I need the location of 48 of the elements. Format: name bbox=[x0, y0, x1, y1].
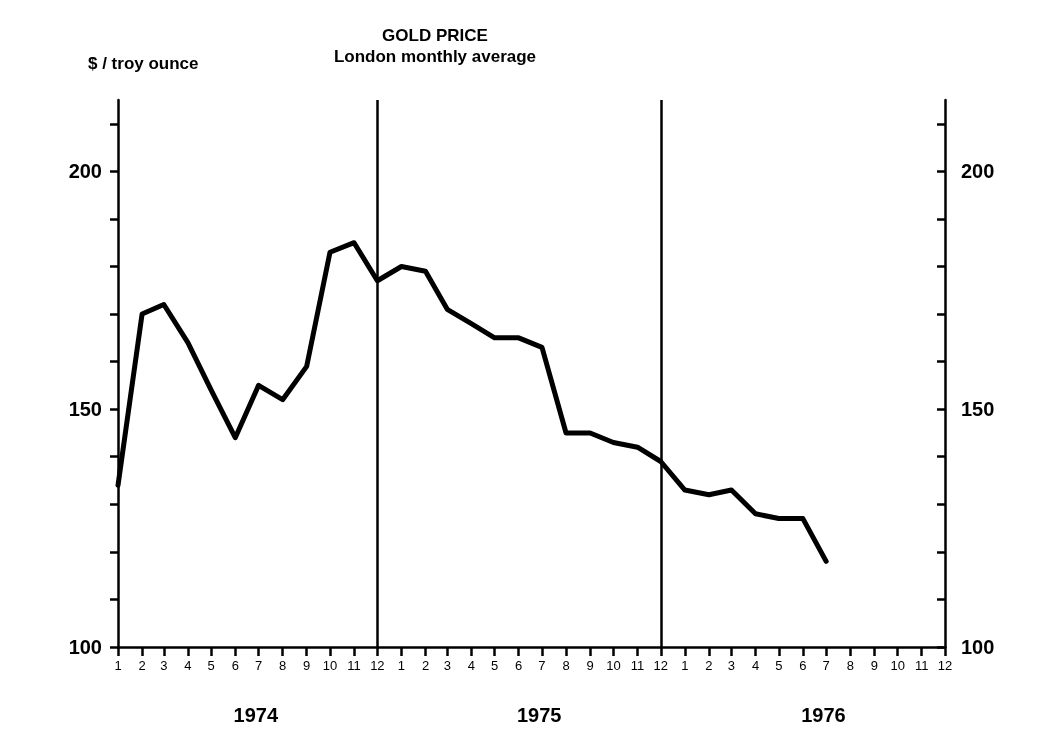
x-tick-label: 9 bbox=[870, 658, 878, 673]
chart-title: GOLD PRICE bbox=[382, 26, 488, 45]
x-tick-label: 11 bbox=[630, 658, 645, 673]
x-tick-label: 5 bbox=[207, 658, 215, 673]
x-tick-label: 1 bbox=[681, 658, 689, 673]
x-tick-label: 8 bbox=[562, 658, 570, 673]
x-tick-label: 3 bbox=[727, 658, 736, 673]
x-tick-label: 4 bbox=[751, 658, 760, 673]
x-tick-label: 1 bbox=[114, 658, 122, 673]
x-tick-label: 10 bbox=[322, 658, 338, 673]
x-tick-label: 12 bbox=[937, 658, 953, 673]
x-tick-label: 9 bbox=[586, 658, 594, 673]
x-tick-label: 5 bbox=[491, 658, 499, 673]
x-tick-label: 12 bbox=[653, 658, 669, 673]
y-tick-label: 200 bbox=[68, 160, 102, 183]
y-tick-label: 150 bbox=[68, 398, 102, 421]
x-tick-label: 11 bbox=[914, 658, 929, 673]
x-tick-label: 3 bbox=[443, 658, 451, 673]
x-tick-label: 7 bbox=[538, 658, 546, 673]
x-tick-label: 5 bbox=[775, 658, 783, 673]
x-tick-label: 8 bbox=[846, 658, 854, 673]
y2-tick-label: 100 bbox=[961, 636, 995, 658]
text: 1974 bbox=[233, 704, 279, 726]
x-tick-label: 6 bbox=[515, 658, 523, 673]
y-axis-title: $ / troy ounce bbox=[88, 54, 199, 73]
x-tick-label: 4 bbox=[184, 658, 192, 673]
chart-subtitle: London monthly average bbox=[333, 47, 537, 66]
y2-tick-label: 200 bbox=[961, 160, 995, 183]
y-tick-label: 100 bbox=[68, 636, 102, 658]
x-tick-label: 3 bbox=[160, 658, 168, 673]
x-tick-label: 1 bbox=[397, 658, 406, 673]
x-tick-label: 8 bbox=[279, 658, 287, 673]
text: 1975 bbox=[516, 704, 562, 726]
x-tick-label: 2 bbox=[138, 658, 146, 673]
x-tick-label: 12 bbox=[370, 658, 385, 673]
x-tick-label: 9 bbox=[303, 658, 311, 673]
x-tick-label: 11 bbox=[347, 658, 361, 673]
x-tick-label: 7 bbox=[822, 658, 830, 673]
x-tick-label: 6 bbox=[231, 658, 239, 673]
x-tick-label: 2 bbox=[705, 658, 713, 673]
x-tick-label: 4 bbox=[467, 658, 475, 673]
x-tick-label: 7 bbox=[254, 658, 263, 673]
y2-tick-label: 150 bbox=[961, 398, 995, 421]
text: 1976 bbox=[801, 704, 846, 726]
x-tick-label: 6 bbox=[799, 658, 807, 673]
x-tick-label: 10 bbox=[890, 658, 905, 673]
x-tick-label: 10 bbox=[606, 658, 621, 673]
x-tick-label: 2 bbox=[421, 658, 430, 673]
